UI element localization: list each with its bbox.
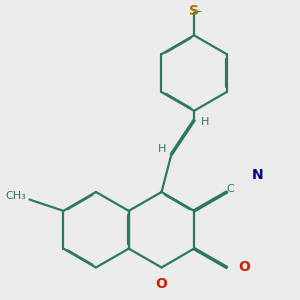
Text: CH₃: CH₃ bbox=[5, 191, 26, 201]
Text: H: H bbox=[201, 117, 210, 127]
Text: N: N bbox=[251, 168, 263, 182]
Text: H: H bbox=[158, 144, 166, 154]
Text: S: S bbox=[189, 4, 199, 18]
Text: O: O bbox=[156, 278, 167, 292]
Text: C: C bbox=[226, 184, 234, 194]
Text: O: O bbox=[238, 260, 250, 274]
